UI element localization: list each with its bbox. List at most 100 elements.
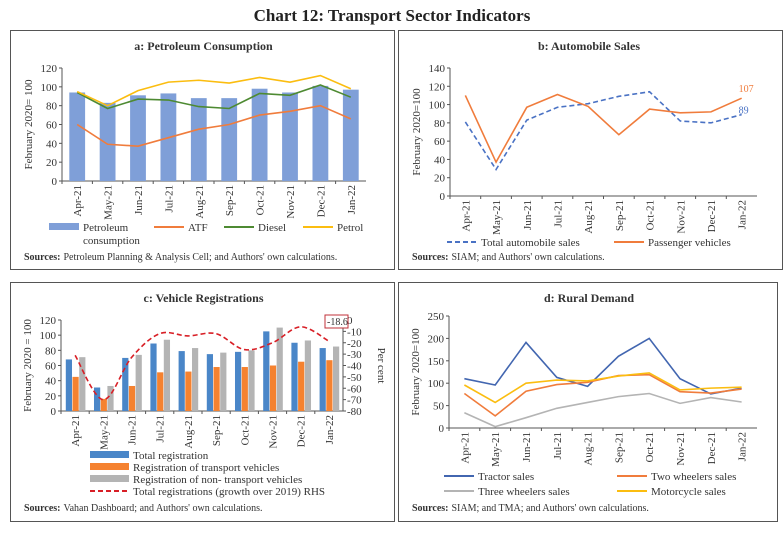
- y-tick-label: 60: [46, 120, 58, 132]
- bar-registration-of-non-transport-vehicles: [276, 327, 283, 411]
- bar-total-registration: [234, 351, 242, 411]
- x-tick-label: Jan-22: [737, 200, 749, 229]
- bar-registration-of-transport-vehicles: [100, 398, 107, 411]
- y-tick-label: 0: [439, 423, 445, 435]
- bar-registration-of-transport-vehicles: [326, 360, 333, 411]
- source-note: Sources: Vahan Dashboard; and Authors' ow…: [24, 503, 262, 514]
- y-tick-label: 200: [428, 333, 445, 345]
- bar-petroleum-consumption: [251, 88, 268, 181]
- bar-registration-of-transport-vehicles: [128, 385, 136, 411]
- figure-title: Chart 12: Transport Sector Indicators: [253, 6, 531, 25]
- bar-registration-of-non-transport-vehicles: [79, 357, 86, 411]
- x-tick-label: May-21: [98, 415, 110, 450]
- y2-tick-label: -30: [347, 349, 362, 361]
- bar-petroleum-consumption: [312, 85, 329, 181]
- x-tick-label: Jul-21: [552, 200, 564, 228]
- x-tick-label: Dec-21: [315, 185, 327, 217]
- bar-total-registration: [93, 387, 101, 411]
- x-tick-label: Sep-21: [211, 415, 223, 446]
- y-tick-label: 60: [45, 361, 57, 373]
- line-passenger-vehicles: [464, 93, 742, 164]
- y-tick-label: 100: [429, 100, 446, 112]
- y-axis-label: February 2020=100: [410, 328, 422, 416]
- y2-tick-label: -60: [347, 383, 362, 395]
- bar-registration-of-transport-vehicles: [298, 361, 305, 411]
- bar-total-registration: [206, 354, 213, 411]
- source-label: Sources:: [412, 252, 448, 263]
- y2-tick-label: -20: [347, 338, 362, 350]
- x-tick-label: Sep-21: [224, 185, 236, 216]
- y2-tick-label: 0: [347, 315, 353, 327]
- legend-label: Total automobile sales: [481, 237, 580, 249]
- bar-total-registration: [150, 343, 157, 411]
- legend-swatch-registration-of-non-transport-vehicles: [90, 475, 129, 482]
- x-tick-label: Jun-21: [521, 432, 533, 462]
- chart-petroleum-consumption: a: Petroleum Consumption 0 20 40 60 80 100 120 F…: [23, 39, 366, 263]
- x-tick-label: Apr-21: [460, 200, 472, 232]
- x-tick-label: Jul-21: [552, 432, 564, 460]
- x-tick-label: Apr-21: [70, 415, 82, 447]
- y-tick-label: 60: [434, 136, 446, 148]
- bar-petroleum-consumption: [282, 92, 298, 181]
- bar-petroleum-consumption: [221, 98, 238, 181]
- y2-tick-label: -50: [347, 372, 362, 384]
- legend-label: consumption: [83, 235, 140, 247]
- legend-label: Petroleum: [83, 222, 129, 234]
- bar-total-registration: [291, 342, 298, 411]
- x-tick-label: Dec-21: [706, 200, 718, 232]
- y-tick-label: 20: [45, 391, 57, 403]
- y2-tick-label: -40: [347, 361, 362, 373]
- legend-label: Motorcycle sales: [651, 486, 726, 498]
- x-tick-label: Aug-21: [194, 185, 206, 219]
- chart-title: a: Petroleum Consumption: [134, 39, 273, 53]
- legend-label: Two wheelers sales: [651, 471, 736, 483]
- bar-registration-of-transport-vehicles: [269, 365, 277, 411]
- legend-label: Total registration: [133, 450, 209, 462]
- y-tick-label: 40: [46, 138, 58, 150]
- x-tick-label: Aug-21: [183, 415, 195, 449]
- y-tick-label: 80: [434, 118, 446, 130]
- legend-label: ATF: [188, 222, 208, 234]
- legend-label: Registration of non- transport vehicles: [133, 474, 302, 486]
- x-tick-label: Nov-21: [268, 415, 280, 449]
- y-tick-label: 20: [434, 173, 446, 185]
- x-tick-label: Oct-21: [239, 415, 251, 446]
- x-tick-label: Jun-21: [133, 185, 145, 215]
- source-note: Sources: SIAM; and TMA; and Authors' own …: [412, 503, 649, 514]
- x-tick-label: Nov-21: [285, 185, 297, 219]
- x-tick-label: Oct-21: [644, 432, 656, 463]
- x-tick-label: Oct-21: [645, 200, 657, 231]
- bar-registration-of-transport-vehicles: [241, 367, 248, 411]
- y-tick-label: 40: [434, 154, 446, 166]
- x-tick-label: Aug-21: [583, 432, 595, 466]
- bar-registration-of-non-transport-vehicles: [304, 340, 312, 411]
- y-tick-label: 120: [429, 81, 446, 93]
- y2-tick-label: -70: [347, 395, 362, 407]
- bar-registration-of-transport-vehicles: [72, 376, 79, 411]
- legend-swatch-registration-of-transport-vehicles: [90, 463, 129, 470]
- chart-vehicle-registrations: c: Vehicle Registrations 0 20 40 60 80 100 120 F…: [22, 291, 387, 514]
- bar-registration-of-non-transport-vehicles: [107, 385, 114, 411]
- x-tick-label: Jul-21: [163, 185, 175, 213]
- bar-registration-of-non-transport-vehicles: [248, 350, 255, 411]
- source-text: SIAM; and Authors' own calculations.: [451, 252, 604, 263]
- y-tick-label: 0: [440, 191, 446, 203]
- data-label-box: [324, 314, 349, 329]
- x-tick-label: Apr-21: [72, 185, 84, 217]
- source-note: Sources: Petroleum Planning & Analysis Ce…: [24, 252, 337, 263]
- line-atf: [76, 104, 352, 147]
- panel-rural-demand: d: Rural Demand 0 50 100 150 200 250 February 2…: [398, 282, 778, 522]
- y2-tick-label: -80: [347, 406, 362, 418]
- y-tick-label: 120: [41, 63, 58, 75]
- data-label: 89: [739, 106, 749, 117]
- panel-petroleum-consumption: a: Petroleum Consumption 0 20 40 60 80 100 120 F…: [10, 30, 395, 270]
- y-tick-label: 40: [45, 376, 57, 388]
- legend-swatch-petroleum-consumption: [49, 223, 79, 230]
- source-text: Vahan Dashboard; and Authors' own calcul…: [63, 503, 262, 514]
- chart-automobile-sales: b: Automobile Sales 0 20 40 60 80 100 120 140 Feb…: [411, 39, 757, 263]
- source-label: Sources:: [412, 503, 448, 514]
- source-note: Sources: SIAM; and Authors' own calculati…: [412, 252, 605, 263]
- bar-petroleum-consumption: [190, 98, 207, 181]
- chart-title: c: Vehicle Registrations: [144, 291, 264, 305]
